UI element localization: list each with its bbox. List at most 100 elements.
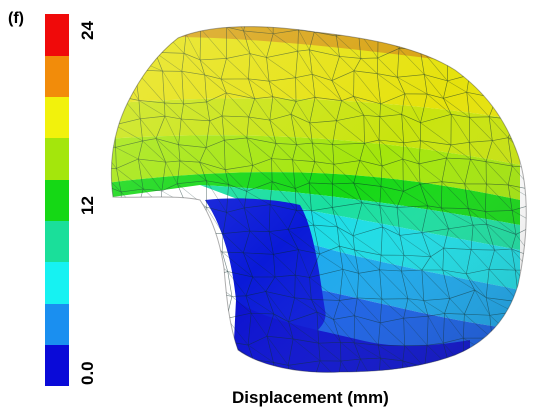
colorbar-segment — [45, 344, 69, 387]
mesh-facet — [467, 26, 495, 37]
mesh-facet — [185, 204, 207, 235]
colorbar-segment — [45, 55, 69, 98]
mesh-facet — [157, 247, 185, 278]
mesh-facet — [114, 295, 135, 324]
mesh-facet — [158, 357, 188, 373]
x-axis-label: Displacement (mm) — [232, 388, 389, 407]
mesh-facet — [490, 26, 515, 55]
mesh-facet — [113, 28, 139, 61]
mesh-facet — [114, 245, 144, 281]
mesh-facet — [132, 245, 165, 281]
mesh-facet — [121, 209, 138, 230]
mesh-facet — [164, 313, 188, 336]
mesh-facet — [118, 314, 136, 345]
mesh-facet — [485, 75, 516, 99]
mesh-facet — [447, 36, 475, 59]
mesh-facet — [377, 26, 407, 30]
mesh-facet — [401, 26, 428, 36]
mesh-facet — [118, 364, 143, 373]
mesh-facet — [178, 291, 210, 323]
mesh-facet — [513, 311, 527, 342]
mesh-facet — [423, 366, 451, 373]
mesh-facet — [472, 33, 495, 51]
mesh-facet — [111, 52, 121, 74]
mesh-facet — [486, 48, 516, 82]
colorbar-segment — [45, 96, 69, 139]
mesh-facet — [353, 26, 387, 32]
mesh-facet — [200, 26, 230, 30]
mesh-facet — [134, 334, 168, 366]
mesh-facet — [111, 247, 116, 273]
mesh-facet — [186, 334, 210, 363]
mesh-facet — [203, 318, 229, 343]
mesh-facet — [111, 226, 123, 259]
mesh-facet — [162, 334, 188, 363]
mesh-facet — [136, 204, 167, 233]
mesh-facet — [132, 228, 167, 254]
mesh-facet — [442, 26, 475, 38]
mesh-facet — [111, 207, 123, 234]
mesh-facet — [111, 26, 139, 38]
mesh-facet — [443, 365, 470, 373]
mesh-facet — [507, 75, 527, 101]
mesh-facet — [157, 228, 188, 254]
mesh-facet — [506, 96, 527, 123]
mesh-facet — [114, 271, 144, 298]
mesh-facet — [111, 96, 123, 126]
mesh-facet — [183, 360, 210, 373]
mesh-facet — [201, 357, 231, 373]
mesh-facet — [462, 357, 498, 373]
mesh-facet — [180, 246, 207, 279]
mesh-facet — [111, 295, 120, 324]
colorbar-segment — [45, 138, 69, 180]
colorbar-segment — [45, 262, 69, 304]
mesh-facet — [507, 335, 527, 358]
mesh-facet — [114, 226, 137, 259]
mesh-facet — [133, 296, 166, 315]
mesh-facet — [138, 26, 163, 32]
mesh-facet — [293, 26, 315, 33]
mesh-facet — [111, 338, 120, 366]
mesh-facet — [135, 28, 163, 60]
mesh-facet — [310, 26, 343, 37]
colorbar-segment — [45, 220, 69, 263]
mesh-facet — [118, 335, 143, 366]
mesh-facet — [508, 26, 527, 31]
mesh-facet — [111, 267, 116, 298]
mesh-facet — [111, 36, 120, 58]
mesh-facet — [495, 355, 516, 373]
colorbar-segment — [45, 179, 69, 222]
mesh-facet — [178, 321, 210, 336]
mesh-facet — [164, 295, 183, 323]
mesh-facet — [398, 26, 423, 50]
mesh-facet — [111, 26, 115, 38]
mesh-facet — [491, 26, 515, 35]
panel-label: (f) — [8, 10, 24, 27]
mesh-facet — [155, 26, 187, 35]
colorbar-segment — [45, 14, 69, 56]
mesh-facet — [183, 228, 204, 253]
mesh-facet — [118, 56, 137, 72]
colorbar — [45, 14, 69, 387]
mesh-facet — [183, 26, 203, 35]
mesh-facet — [469, 48, 492, 82]
mesh-facet — [111, 71, 122, 104]
mesh-facet — [111, 314, 120, 346]
mesh-facet — [133, 357, 164, 373]
mesh-facet — [111, 359, 123, 373]
mesh-facet — [513, 290, 527, 325]
mesh-facet — [509, 51, 527, 80]
mesh-facet — [133, 270, 166, 303]
mesh-facet — [180, 276, 207, 297]
mesh-facet — [421, 26, 452, 38]
mesh-facet — [507, 355, 527, 373]
mesh-facet — [510, 26, 527, 55]
mesh-facet — [111, 122, 116, 149]
colorbar-segment — [45, 303, 69, 346]
mesh-facet — [491, 337, 518, 359]
mesh-facet — [227, 357, 254, 373]
mesh-facet — [133, 313, 168, 337]
mesh-facet — [163, 269, 183, 302]
mesh-facet — [202, 334, 229, 362]
